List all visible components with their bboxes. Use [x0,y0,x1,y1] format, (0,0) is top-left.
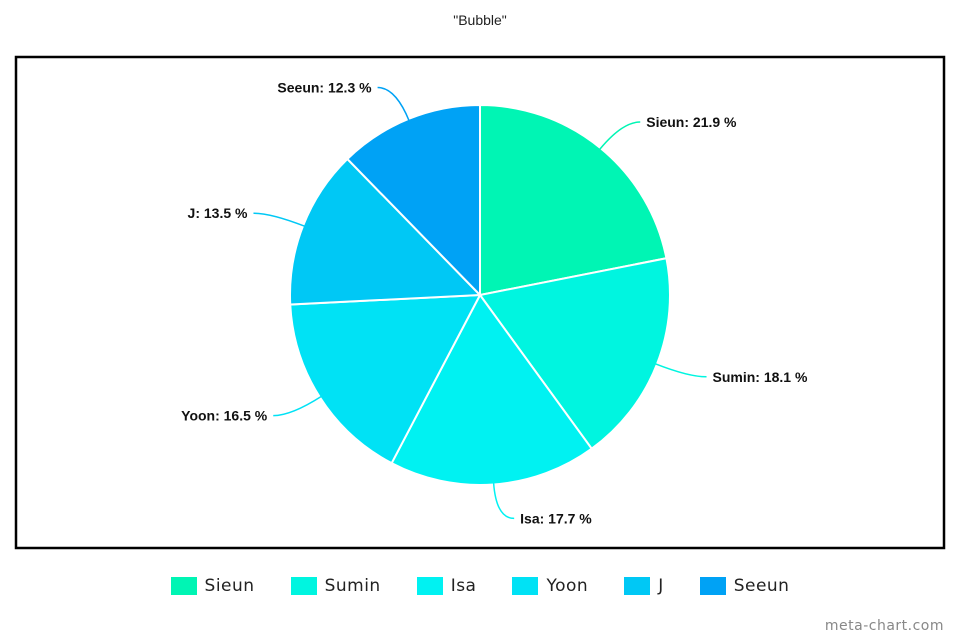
legend-swatch [170,577,197,595]
legend-item-j: J [624,576,664,596]
legend-item-seeun: Seeun [699,576,790,596]
slice-label-yoon: Yoon: 16.5 % [181,408,268,424]
leader-line-j [253,212,306,228]
legend-label: Sumin [324,576,381,596]
legend-swatch [416,577,443,595]
legend-item-sumin: Sumin [290,576,381,596]
slice-label-isa: Isa: 17.7 % [520,510,592,526]
legend-item-isa: Isa [416,576,477,596]
legend: Sieun Sumin Isa Yoon J Seeun [0,576,960,596]
leader-line-sumin [654,362,707,378]
leader-line-seeun [377,86,410,122]
slice-labels: Sieun: 21.9 % Sumin: 18.1 % Isa: 17.7 % Yoo… [181,80,808,527]
pie-slices [289,103,671,486]
slice-label-sumin: Sumin: 18.1 % [713,369,808,385]
leader-line-sieun [598,121,641,151]
leader-lines [253,86,707,520]
slice-label-sieun: Sieun: 21.9 % [646,114,737,130]
leader-line-isa [492,482,515,520]
legend-label: Yoon [546,576,589,596]
plot-border [14,55,946,550]
legend-swatch [512,577,539,595]
legend-label: Seeun [733,576,790,596]
legend-label: Isa [450,576,477,596]
legend-item-sieun: Sieun [170,576,255,596]
chart-title: "Bubble" [453,12,507,28]
watermark: meta-chart.com [824,618,944,634]
legend-swatch [624,577,651,595]
leader-line-yoon [273,395,322,417]
slice-label-seeun: Seeun: 12.3 % [277,80,372,96]
slice-label-j: J: 13.5 % [188,205,248,221]
legend-swatch [290,577,317,595]
legend-swatch [699,577,726,595]
legend-label: Sieun [204,576,255,596]
legend-item-yoon: Yoon [512,576,588,596]
legend-label: J [658,576,664,596]
